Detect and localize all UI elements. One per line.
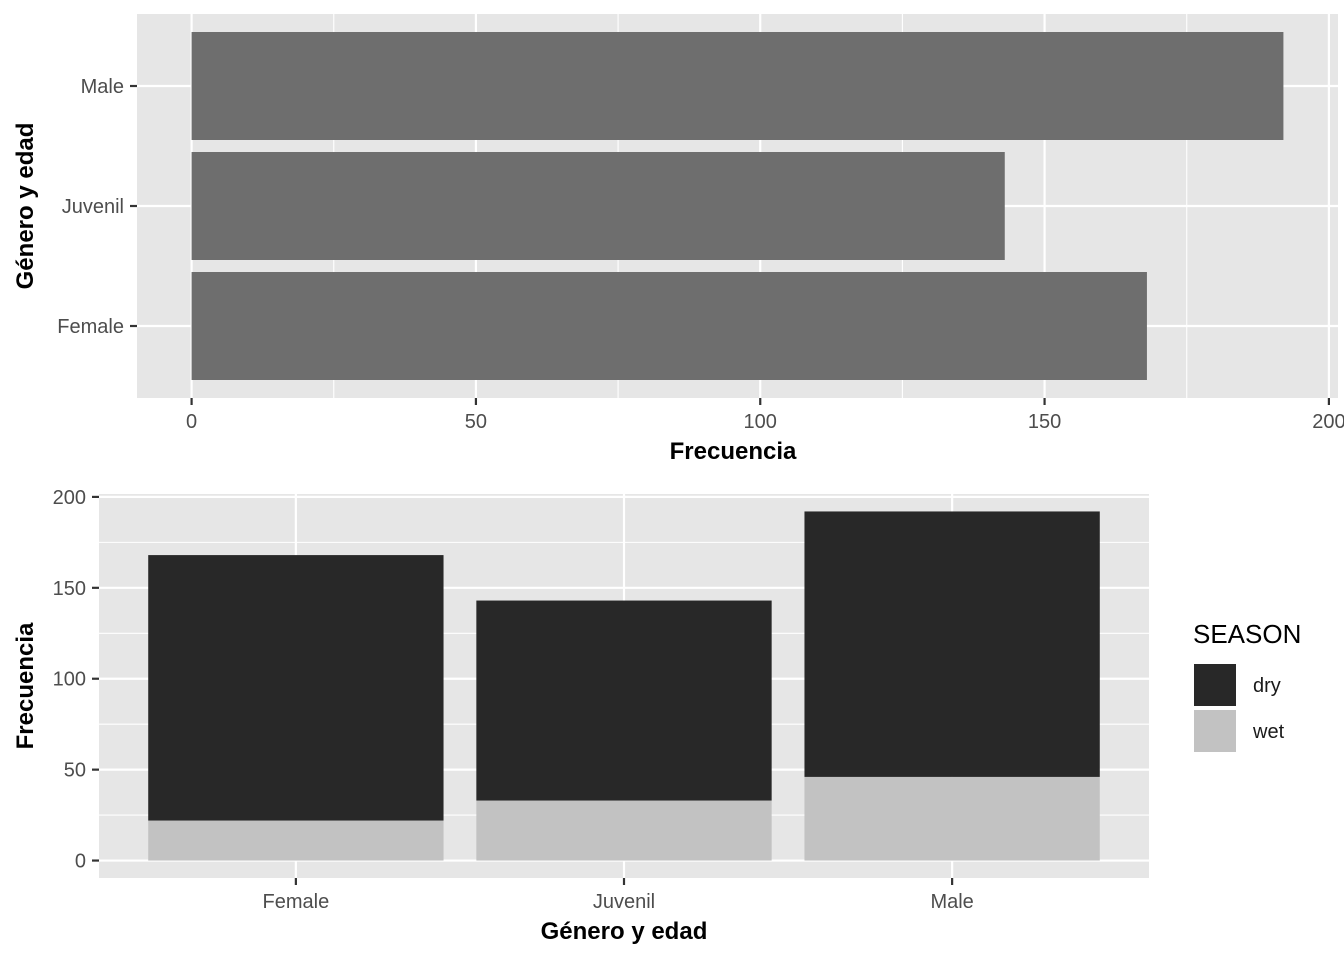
legend-key-wet <box>1192 708 1238 754</box>
legend-title: SEASON <box>1193 619 1301 649</box>
bottom-bar-male-dry <box>804 511 1100 777</box>
bottom-bar-female-wet <box>148 820 444 861</box>
bottom-axes: 0 50 100 150 200 Female Juvenil Male <box>53 487 974 913</box>
top-x-tick-label: 50 <box>465 411 487 433</box>
legend-items: dry wet <box>1192 662 1285 754</box>
top-x-tick-label: 0 <box>186 411 197 433</box>
bottom-y-tick-label: 100 <box>53 669 86 691</box>
legend-label-wet: wet <box>1252 721 1285 743</box>
top-x-tick-label: 200 <box>1312 411 1344 433</box>
bottom-bars <box>148 511 1100 861</box>
top-y-tick-label: Male <box>81 76 124 98</box>
bottom-x-tick-label: Male <box>930 891 973 913</box>
top-y-tick-label: Juvenil <box>62 196 124 218</box>
top-y-tick-label: Female <box>57 316 124 338</box>
bottom-x-tick-label: Female <box>263 891 330 913</box>
top-y-axis-title: Género y edad <box>12 123 39 290</box>
top-x-tick-label: 100 <box>744 411 777 433</box>
bottom-bar-juvenil-wet <box>476 800 772 861</box>
top-bars <box>191 32 1284 380</box>
top-bar-female <box>191 272 1147 380</box>
bottom-stacked-bar-chart: 0 50 100 150 200 Female Juvenil Male Género y e… <box>12 487 1301 945</box>
bottom-bar-juvenil-dry <box>476 600 772 801</box>
legend: SEASON dry wet <box>1192 619 1301 754</box>
bottom-y-axis-title: Frecuencia <box>12 622 39 749</box>
top-x-tick-label: 150 <box>1028 411 1061 433</box>
top-horizontal-bar-chart: 0 50 100 150 200 Female Juvenil Male Frecuencia… <box>12 14 1344 465</box>
bottom-x-axis-title: Género y edad <box>541 918 708 945</box>
top-x-axis-title: Frecuencia <box>670 438 797 465</box>
top-bar-juvenil <box>191 152 1005 260</box>
bottom-x-tick-label: Juvenil <box>593 891 655 913</box>
top-axes: 0 50 100 150 200 Female Juvenil Male <box>57 76 1344 433</box>
legend-label-dry: dry <box>1253 675 1281 697</box>
bottom-y-tick-label: 0 <box>75 851 86 873</box>
bottom-y-tick-label: 50 <box>64 760 86 782</box>
top-bar-male <box>191 32 1284 140</box>
bottom-y-tick-label: 200 <box>53 487 86 509</box>
legend-key-dry <box>1192 662 1238 708</box>
bottom-y-tick-label: 150 <box>53 578 86 600</box>
bottom-bar-female-dry <box>148 555 444 821</box>
bottom-bar-male-wet <box>804 776 1100 861</box>
